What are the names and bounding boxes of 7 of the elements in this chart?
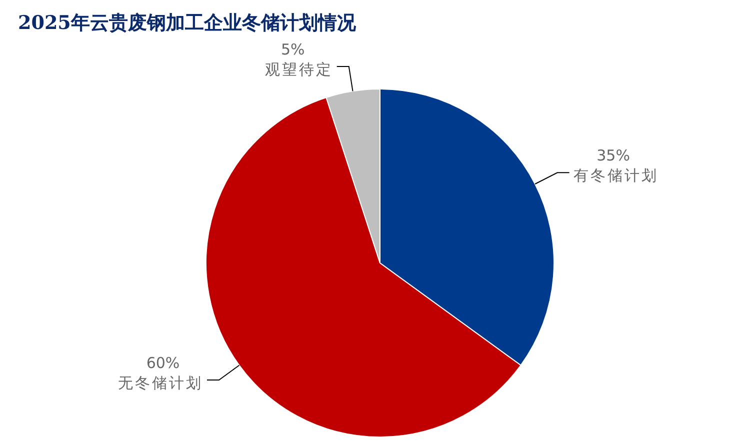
data-label: 5% [280,40,305,58]
slice-label: 观望待定 [264,60,333,78]
slice-label: 有冬储计划 [573,166,658,185]
slice-label: 无冬储计划 [118,374,204,392]
data-label: 35% [596,146,630,165]
chart-title: 2025年云贵废钢加工企业冬储计划情况 [18,11,356,36]
data-label: 60% [146,354,180,372]
